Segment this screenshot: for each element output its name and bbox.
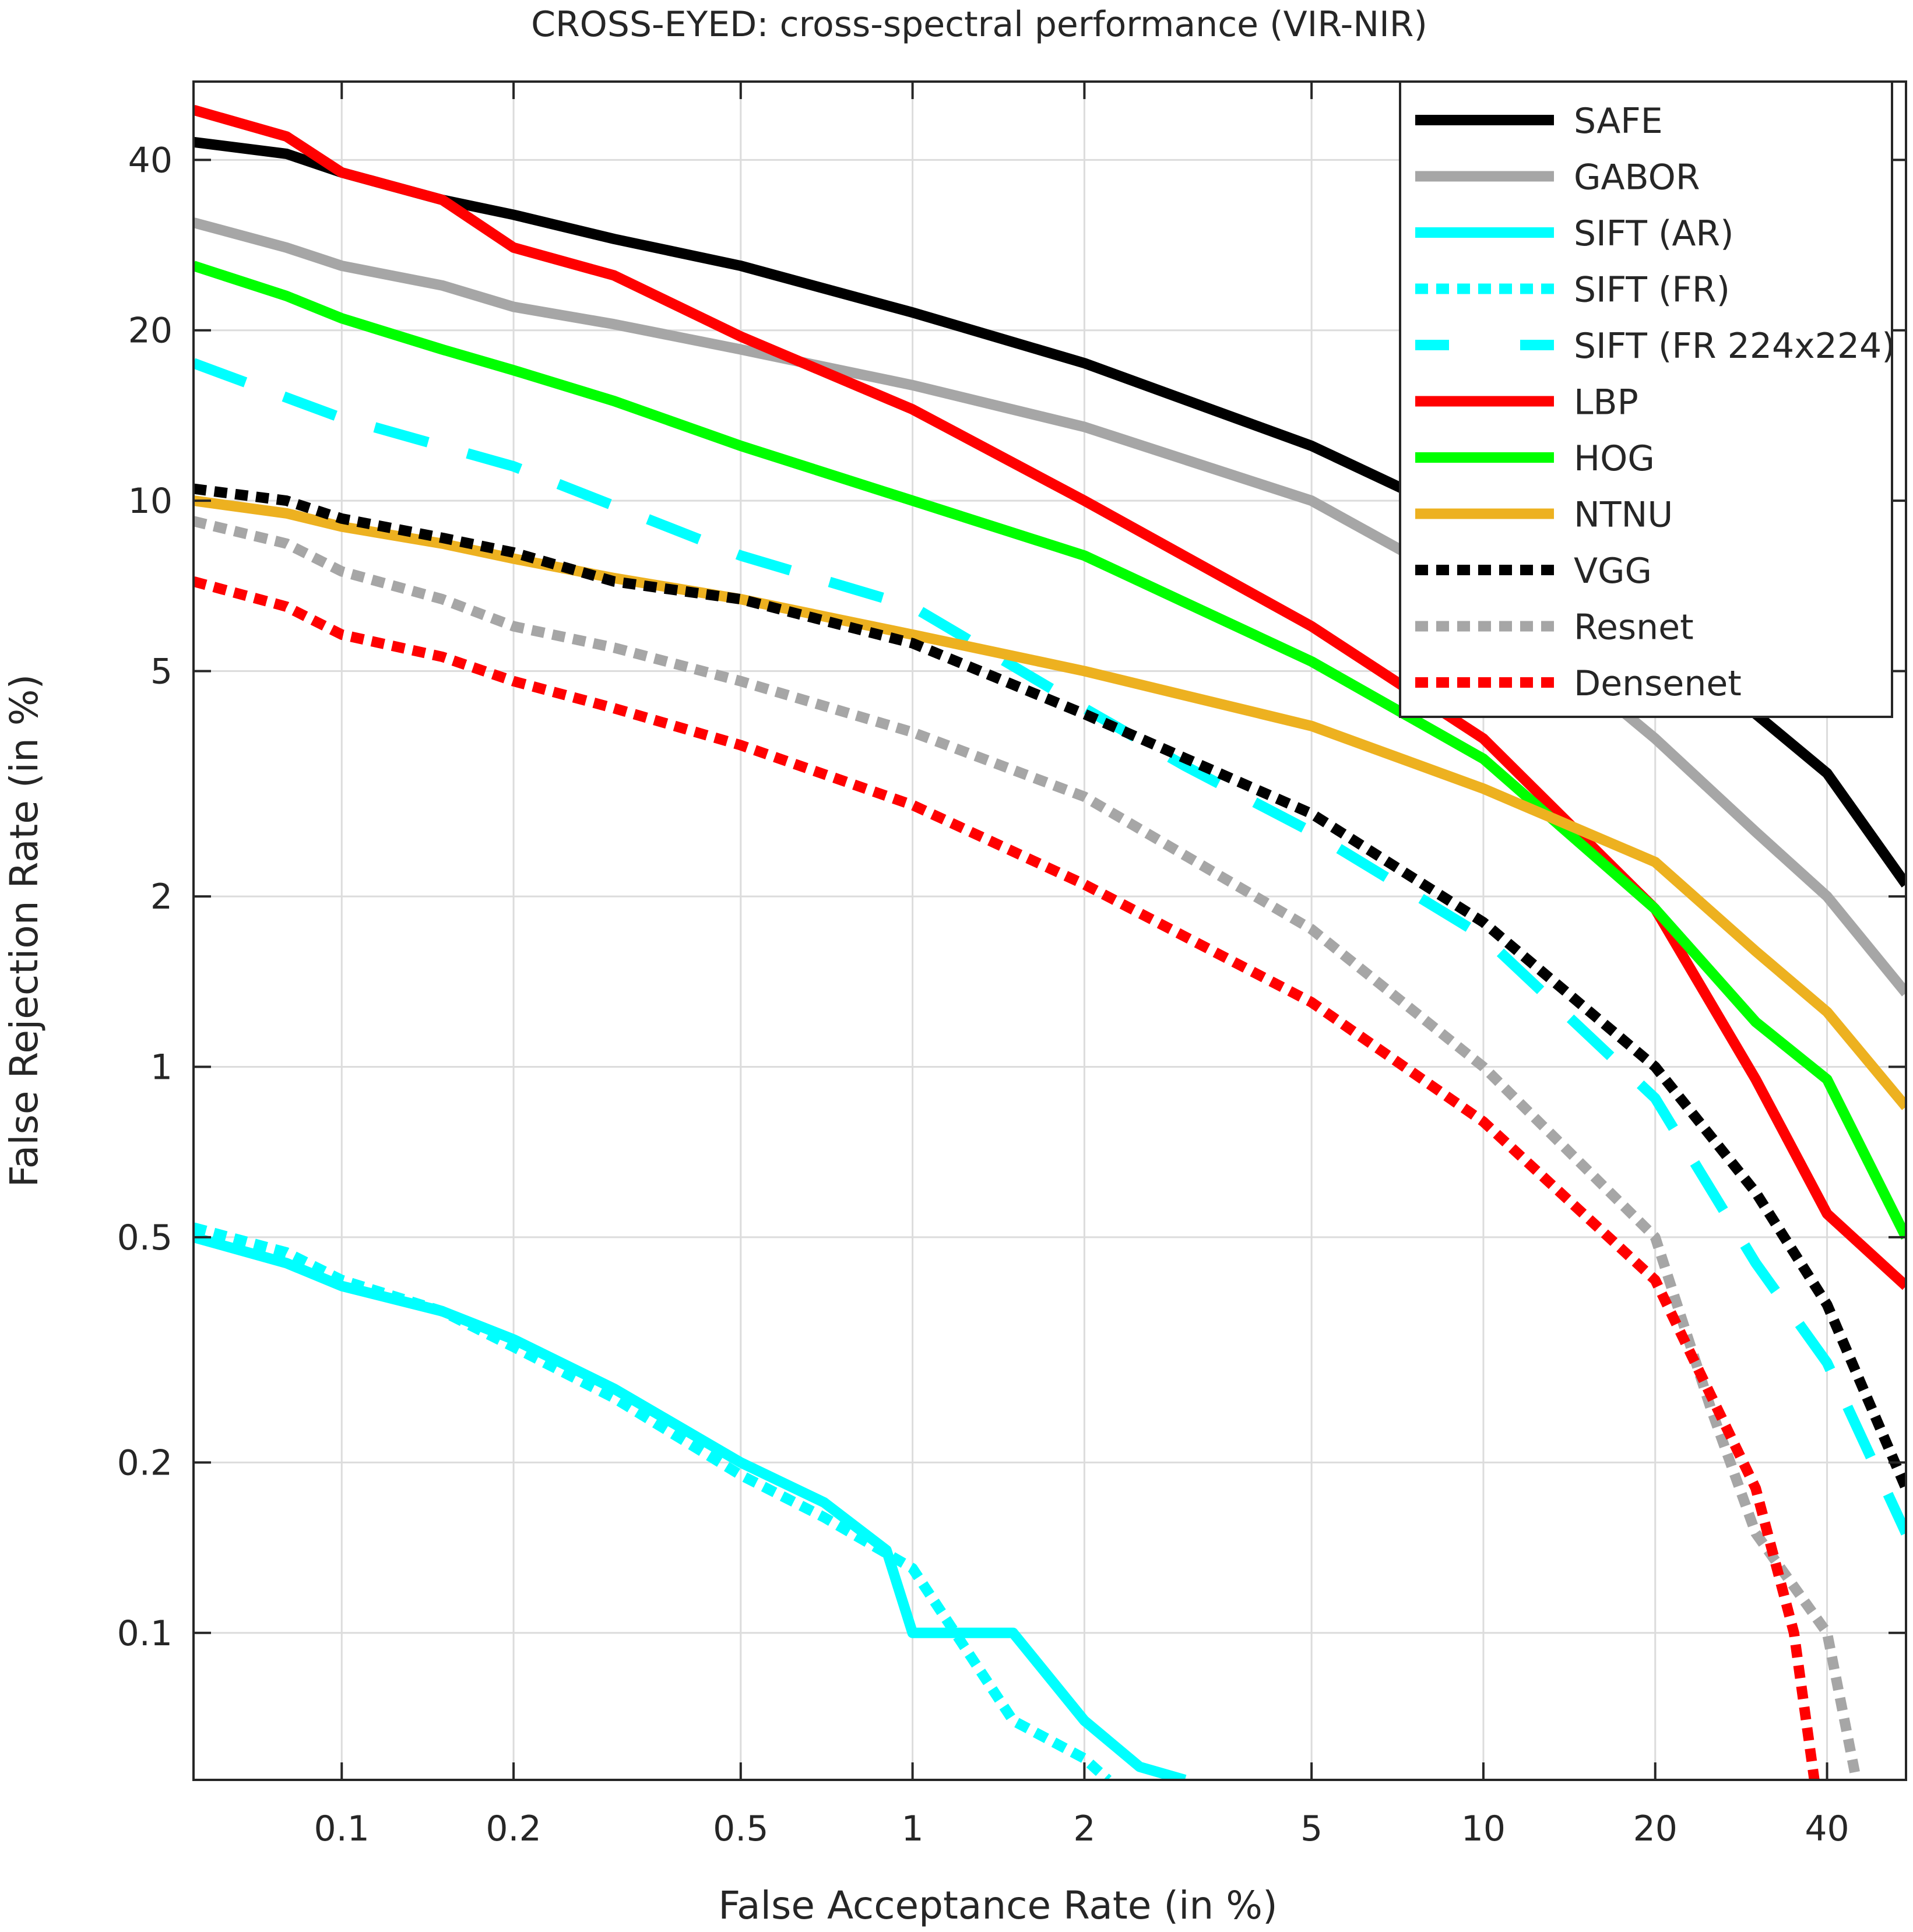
legend-label-resnet: Resnet: [1574, 607, 1694, 648]
legend-items: SAFE GABOR SIFT (AR) SIFT (FR) SIFT (FR 224x…: [1415, 101, 1896, 704]
series-line-sift-fr: [194, 1222, 1112, 1780]
series-line-vgg: [194, 483, 1906, 1491]
legend-label-densenet: Densenet: [1574, 663, 1742, 704]
legend: SAFE GABOR SIFT (AR) SIFT (FR) SIFT (FR 224x…: [1399, 80, 1896, 718]
y-axis-label: False Rejection Rate (in %): [2, 674, 47, 1187]
x-tick-label: 0.1: [314, 1808, 370, 1849]
x-tick-label: 40: [1805, 1808, 1849, 1849]
y-tick-label: 0.2: [117, 1442, 173, 1483]
y-tick-label: 10: [128, 481, 173, 522]
legend-label-sift-fr: SIFT (FR): [1574, 270, 1730, 311]
y-tick-label: 0.1: [117, 1613, 173, 1654]
series-line-gabor: [194, 217, 1906, 997]
series-line-lbp: [194, 105, 1906, 1290]
x-tick-label: 10: [1461, 1808, 1506, 1849]
x-tick-label: 0.2: [486, 1808, 541, 1849]
x-tick-label: 2: [1073, 1808, 1095, 1849]
y-tick-label: 2: [150, 877, 173, 917]
legend-label-hog: HOG: [1574, 438, 1655, 479]
x-tick-label: 0.5: [713, 1808, 768, 1849]
series-line-resnet: [194, 516, 1862, 1780]
x-tick-label: 20: [1633, 1808, 1678, 1849]
legend-label-sift-fr-224x224: SIFT (FR 224x224): [1574, 326, 1896, 367]
x-tick-label: 1: [902, 1808, 924, 1849]
y-tick-label: 5: [150, 652, 173, 692]
series-line-sift-fr-224x224: [194, 358, 1906, 1536]
y-tick-label: 20: [128, 311, 173, 351]
legend-label-lbp: LBP: [1574, 382, 1638, 423]
legend-label-vgg: VGG: [1574, 551, 1652, 592]
series-line-densenet: [194, 576, 1820, 1780]
y-tick-label: 1: [150, 1047, 173, 1088]
legend-label-sift-ar: SIFT (AR): [1574, 213, 1734, 254]
x-axis-label: False Acceptance Rate (in %): [718, 1883, 1277, 1928]
y-tick-label: 40: [128, 140, 173, 181]
legend-label-safe: SAFE: [1574, 101, 1663, 142]
tick-labels: 0.1 0.2 0.5 1 2 5 10 20 40 0.1 0.2 0.5 1 2 5 10 20 40: [117, 140, 1849, 1849]
y-tick-label: 0.5: [117, 1217, 173, 1258]
series-line-ntnu: [194, 495, 1906, 1110]
x-tick-label: 5: [1300, 1808, 1323, 1849]
legend-label-gabor: GABOR: [1574, 157, 1700, 198]
legend-label-ntnu: NTNU: [1574, 495, 1673, 536]
plot-frame: [192, 80, 1907, 1781]
series-line-hog: [194, 261, 1906, 1240]
chart-title: CROSS-EYED: cross-spectral performance (…: [531, 4, 1427, 45]
